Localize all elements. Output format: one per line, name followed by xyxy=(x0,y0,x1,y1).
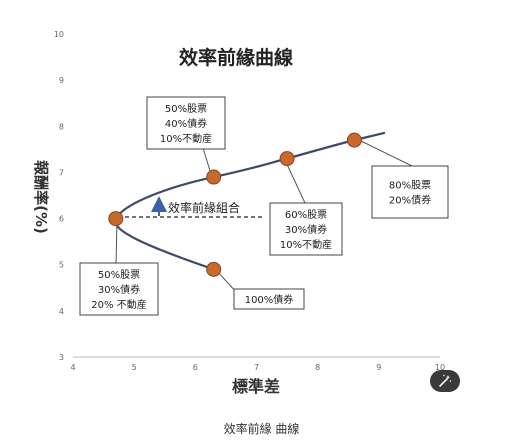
magic-edit-button[interactable] xyxy=(430,370,460,392)
x-axis-label: 標準差 xyxy=(232,377,280,396)
y-tick-label: 10 xyxy=(54,30,64,39)
annotation-line: 10%不動産 xyxy=(280,238,332,251)
annotation-line: 10%不動産 xyxy=(160,132,212,145)
annotation-line: 30%債券 xyxy=(98,283,140,296)
data-point xyxy=(206,261,222,277)
annotation-frame xyxy=(269,202,343,256)
annotation-frame xyxy=(79,262,159,316)
annotation-line: 100%債券 xyxy=(245,293,294,306)
y-tick-label: 7 xyxy=(59,168,64,177)
annotation-line: 30%債券 xyxy=(285,223,327,236)
annotation-frame xyxy=(233,288,305,310)
data-point xyxy=(206,169,222,185)
y-tick-label: 3 xyxy=(59,353,64,362)
data-point xyxy=(346,132,362,148)
annotation-box: 50%股票 30%債券 20% 不動産 xyxy=(79,262,159,316)
x-tick-label: 4 xyxy=(70,363,75,372)
annotation-line: 20%債券 xyxy=(389,194,431,207)
y-tick-label: 4 xyxy=(59,307,64,316)
efficient-portfolio-label: 效率前緣組合 xyxy=(168,200,240,215)
annotation-frame xyxy=(146,96,226,150)
chart-title: 效率前緣曲線 xyxy=(179,46,293,69)
annotation-line: 80%股票 xyxy=(389,180,431,192)
y-axis-label: 報酬率(%) xyxy=(32,160,50,234)
data-point xyxy=(108,211,124,227)
annotation-line: 40%債券 xyxy=(165,117,207,130)
figure-caption: 效率前緣 曲線 xyxy=(223,422,300,436)
y-tick-label: 6 xyxy=(59,215,64,224)
annotation-line: 20% 不動産 xyxy=(91,298,146,311)
x-tick-label: 5 xyxy=(132,363,137,372)
x-tick-label: 10 xyxy=(435,363,445,372)
efficient-frontier-curve xyxy=(114,131,386,271)
magic-wand-icon xyxy=(439,374,452,387)
x-tick-label: 7 xyxy=(254,363,259,372)
annotation-line: 60%股票 xyxy=(285,209,327,221)
y-tick-label: 9 xyxy=(59,76,64,85)
annotation-frame xyxy=(371,165,449,219)
y-tick-label: 8 xyxy=(59,122,64,131)
annotation-box: 100%債券 xyxy=(233,288,305,310)
data-point xyxy=(279,151,295,167)
annotation-box: 50%股票 40%債券 10%不動産 xyxy=(146,96,226,150)
x-tick-label: 6 xyxy=(193,363,198,372)
annotation-line: 50%股票 xyxy=(165,103,207,115)
annotation-box: 80%股票 20%債券 xyxy=(371,165,449,219)
y-tick-label: 5 xyxy=(59,261,64,270)
annotation-box: 60%股票 30%債券 10%不動産 xyxy=(269,202,343,256)
x-tick-label: 8 xyxy=(315,363,320,372)
annotation-line: 50%股票 xyxy=(98,269,140,281)
x-tick-label: 9 xyxy=(376,363,381,372)
